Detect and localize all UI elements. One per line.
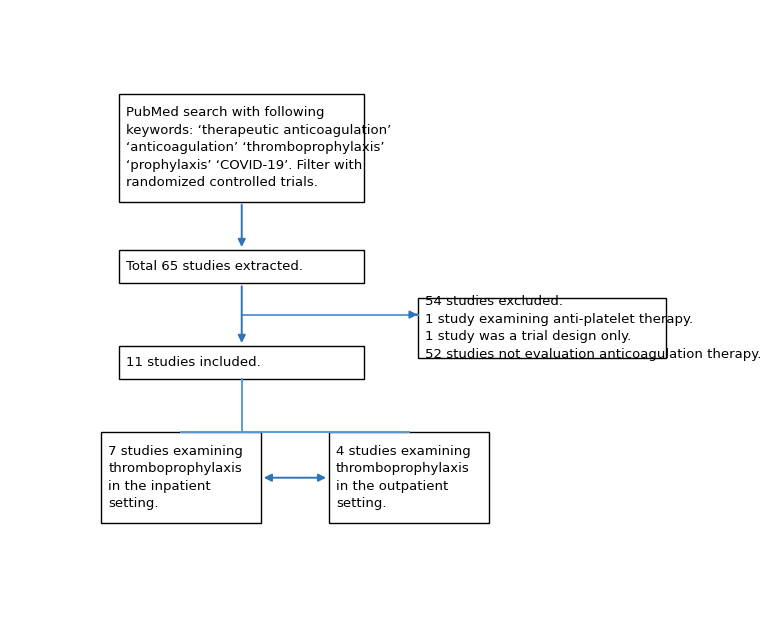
- Text: 54 studies excluded.
1 study examining anti-platelet therapy.
1 study was a tria: 54 studies excluded. 1 study examining a…: [425, 295, 761, 361]
- FancyBboxPatch shape: [119, 346, 365, 379]
- Text: Total 65 studies extracted.: Total 65 studies extracted.: [126, 260, 303, 273]
- Text: 7 studies examining
thromboprophylaxis
in the inpatient
setting.: 7 studies examining thromboprophylaxis i…: [108, 445, 243, 510]
- Text: 11 studies included.: 11 studies included.: [126, 356, 261, 369]
- FancyBboxPatch shape: [119, 94, 365, 202]
- Text: 4 studies examining
thromboprophylaxis
in the outpatient
setting.: 4 studies examining thromboprophylaxis i…: [336, 445, 471, 510]
- FancyBboxPatch shape: [329, 432, 488, 523]
- FancyBboxPatch shape: [119, 250, 365, 283]
- FancyBboxPatch shape: [101, 432, 261, 523]
- Text: PubMed search with following
keywords: ‘therapeutic anticoagulation’
‘anticoagul: PubMed search with following keywords: ‘…: [126, 107, 391, 189]
- FancyBboxPatch shape: [417, 298, 666, 358]
